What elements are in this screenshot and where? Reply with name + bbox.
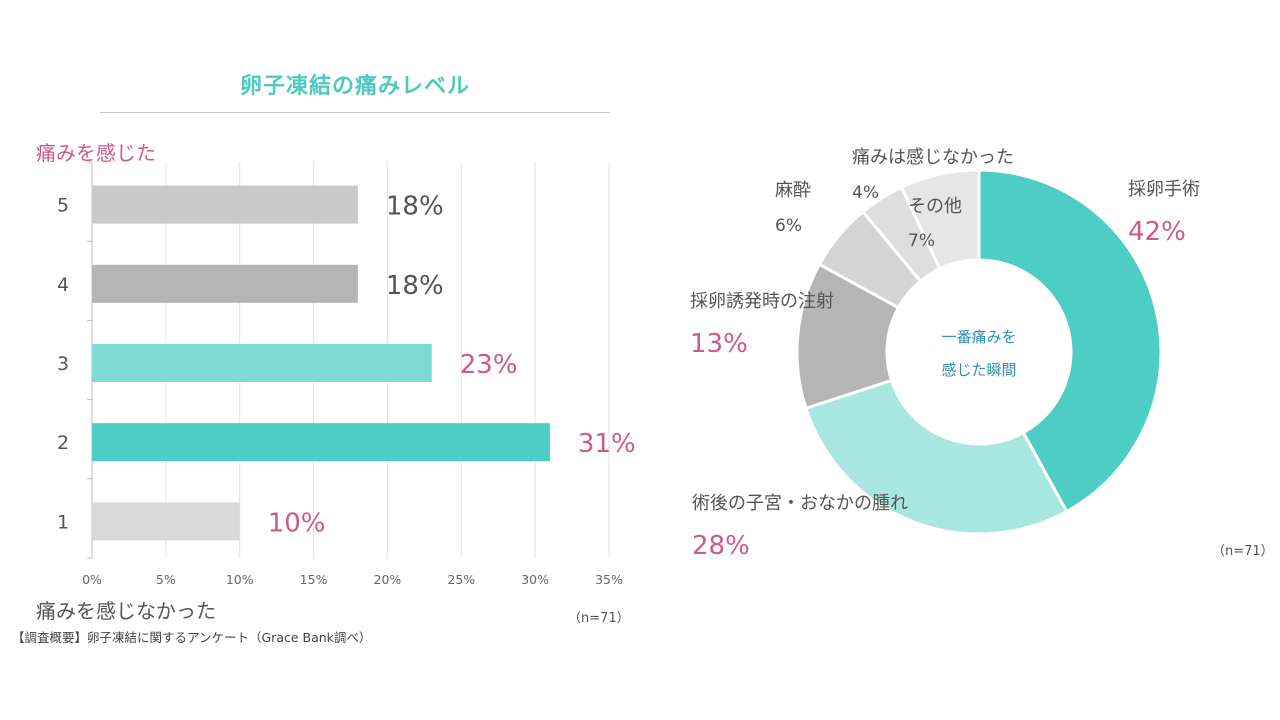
slice-label: 麻酔 (775, 180, 811, 201)
slice-label: 採卵手術 (1128, 179, 1200, 200)
bar-level-5 (92, 185, 358, 224)
category-label: 1 (57, 511, 69, 533)
slice-percent: 13% (690, 329, 748, 359)
bar-level-4 (92, 264, 358, 303)
bar-chart-sample-size: （n=71） (568, 611, 630, 626)
bar-value-label: 23% (460, 350, 518, 380)
x-tick-label: 20% (374, 572, 402, 587)
x-tick-label: 10% (226, 572, 254, 587)
bar-chart: 0% 5% 10% 15% 20% 25% 30% 35% 5 18% 4 18% 3 23% 2 31% 1 1… (57, 161, 636, 587)
donut-chart: 採卵手術 42% 術後の子宮・おなかの腫れ 28% 採卵誘発時の注射 13% 麻酔 6% 痛みは… (690, 147, 1200, 561)
donut-slice (977, 168, 1163, 514)
x-tick-label: 35% (595, 572, 623, 587)
slice-label: 術後の子宮・おなかの腫れ (692, 493, 908, 514)
category-label: 5 (57, 195, 69, 217)
donut-center-line1: 一番痛みを (941, 328, 1016, 346)
slice-percent: 4% (852, 183, 879, 203)
donut-chart-sample-size: （n=71） (1212, 544, 1274, 559)
bar-value-label: 18% (386, 271, 444, 301)
slice-percent: 6% (775, 216, 802, 236)
survey-note: 【調査概要】卵子凍結に関するアンケート（Grace Bank調べ） (12, 630, 372, 645)
bar-value-label: 31% (578, 429, 636, 459)
slice-percent: 42% (1128, 217, 1186, 247)
bar-level-1 (92, 502, 240, 541)
y-axis-bottom-label: 痛みを感じなかった (36, 599, 216, 623)
x-tick-label: 15% (300, 572, 328, 587)
category-label: 2 (57, 432, 69, 454)
bar-value-label: 10% (268, 508, 326, 538)
x-tick-label: 25% (447, 572, 475, 587)
slice-label: 採卵誘発時の注射 (690, 291, 834, 312)
bar-level-2 (92, 423, 550, 462)
slice-percent: 28% (692, 531, 750, 561)
bar-level-3 (92, 344, 432, 382)
bar-value-label: 18% (386, 192, 444, 222)
x-tick-label: 0% (82, 572, 102, 587)
title-divider (100, 112, 610, 113)
category-label: 4 (57, 274, 69, 296)
slice-percent: 7% (908, 231, 935, 251)
bar-chart-title: 卵子凍結の痛みレベル (239, 74, 470, 99)
slice-label: 痛みは感じなかった (852, 147, 1014, 168)
y-axis-top-label: 痛みを感じた (36, 141, 156, 165)
x-tick-label: 5% (156, 572, 176, 587)
x-tick-label: 30% (521, 572, 549, 587)
donut-slice (804, 378, 1069, 536)
donut-center-line2: 感じた瞬間 (941, 361, 1016, 379)
donut-slice (899, 168, 981, 271)
slice-label: その他 (908, 196, 962, 217)
category-label: 3 (57, 353, 69, 375)
